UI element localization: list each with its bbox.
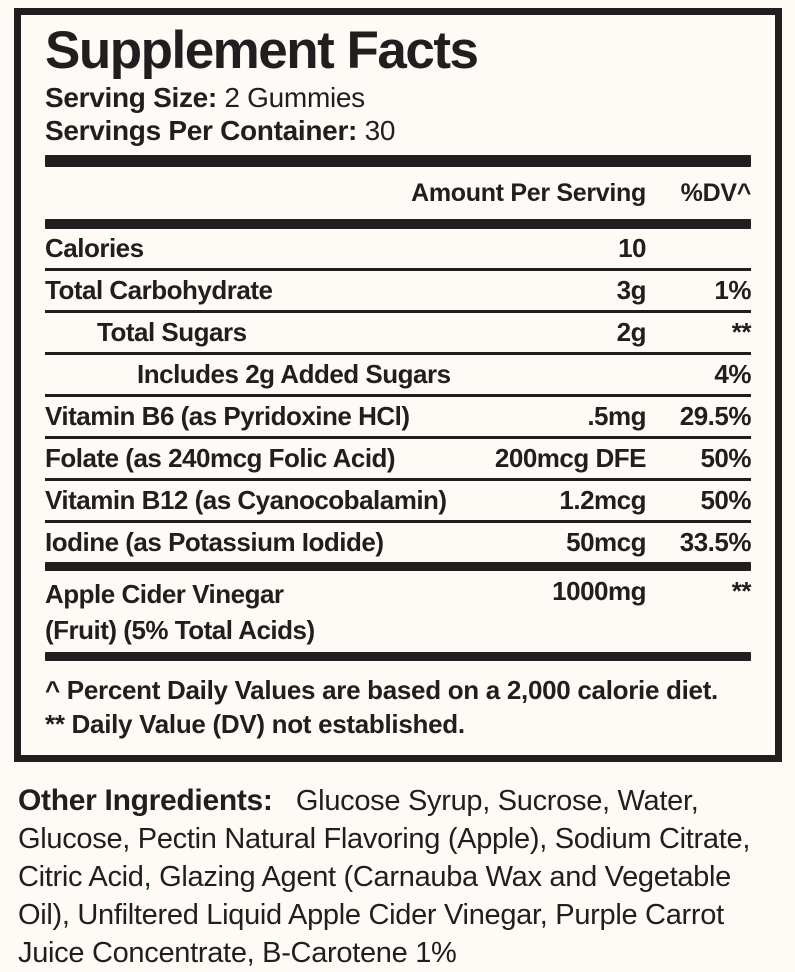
divider-thick [45,652,751,661]
nutrient-name-line2: (Fruit) (5% Total Acids) [45,615,315,645]
nutrient-dv: 29.5% [679,401,752,431]
table-row-added-sugars: Includes 2g Added Sugars 4% [45,355,752,394]
other-ingredients-label: Other Ingredients: [18,784,273,817]
nutrient-amount: 1.2mcg [559,485,646,515]
nutrient-name: Iodine (as Potassium Iodide) [45,527,384,557]
footnote-daily-values: ^ Percent Daily Values are based on a 2,… [45,675,718,705]
nutrient-name-line1: Apple Cider Vinegar [45,579,284,609]
table-row-vitamin-b6: Vitamin B6 (as Pyridoxine HCl) .5mg 29.5… [45,397,752,436]
table-row-vitamin-b12: Vitamin B12 (as Cyanocobalamin) 1.2mcg 5… [45,481,752,520]
servings-per-container-value: 30 [364,115,396,146]
serving-size-value: 2 Gummies [224,82,365,113]
nutrient-amount: .5mg [587,401,646,431]
footnote-dv-not-established: ** Daily Value (DV) not established. [45,709,465,739]
nutrient-name: Folate (as 240mcg Folic Acid) [45,443,396,473]
nutrient-name: Calories [45,233,144,263]
column-header-amount: Amount Per Serving [411,178,646,207]
nutrient-amount: 2g [616,317,647,347]
table-row-calories: Calories 10 [45,229,751,268]
other-ingredients: Other Ingredients: Glucose Syrup, Sucros… [18,782,781,972]
nutrient-name: Total Sugars [97,317,247,347]
serving-size-line: Serving Size: 2 Gummies [45,81,751,114]
divider-thin [45,268,751,271]
divider-thin [45,436,751,439]
table-row-iodine: Iodine (as Potassium Iodide) 50mcg 33.5% [45,523,752,562]
table-row-apple-cider-vinegar: Apple Cider Vinegar (Fruit) (5% Total Ac… [45,571,752,652]
nutrient-dv: 4% [714,359,751,389]
nutrient-amount: 10 [618,233,646,263]
divider-thin [45,394,751,397]
nutrient-amount: 1000mg [552,576,646,606]
nutrient-dv: 33.5% [679,527,752,557]
nutrient-dv: ** [731,317,752,347]
table-row-total-sugars: Total Sugars 2g ** [45,313,752,352]
column-header-dv: %DV^ [680,178,752,207]
nutrient-dv: 1% [714,275,751,305]
serving-size-label: Serving Size: [45,82,217,113]
panel-title: Supplement Facts [45,21,479,80]
nutrient-name: Includes 2g Added Sugars [137,359,451,389]
nutrient-name: Vitamin B12 (as Cyanocobalamin) [45,485,447,515]
divider-thick [45,219,751,229]
footnotes: ^ Percent Daily Values are based on a 2,… [45,673,751,741]
divider-thin [45,520,751,523]
nutrient-dv: 50% [700,485,751,515]
divider-thick [45,562,751,571]
table-header-row: Amount Per Serving %DV^ [45,167,751,219]
divider-thin [45,478,751,481]
servings-per-container-line: Servings Per Container: 30 [45,114,751,147]
nutrient-amount: 3g [616,275,647,305]
divider-thin [45,310,751,313]
nutrient-name: Total Carbohydrate [45,275,273,305]
nutrient-name: Vitamin B6 (as Pyridoxine HCl) [45,401,410,431]
nutrient-dv: ** [731,576,752,606]
table-row-total-carbohydrate: Total Carbohydrate 3g 1% [45,271,752,310]
nutrient-amount: 50mcg [566,527,646,557]
nutrient-name: Apple Cider Vinegar (Fruit) (5% Total Ac… [45,576,315,648]
divider-thin [45,352,751,355]
supplement-facts-panel: Supplement Facts Serving Size: 2 Gummies… [14,8,782,762]
nutrient-amount: 200mcg DFE [494,443,647,473]
servings-per-container-label: Servings Per Container: [45,115,358,146]
nutrient-dv: 50% [700,443,751,473]
divider-thick [45,155,751,167]
table-row-folate: Folate (as 240mcg Folic Acid) 200mcg DFE… [45,439,752,478]
